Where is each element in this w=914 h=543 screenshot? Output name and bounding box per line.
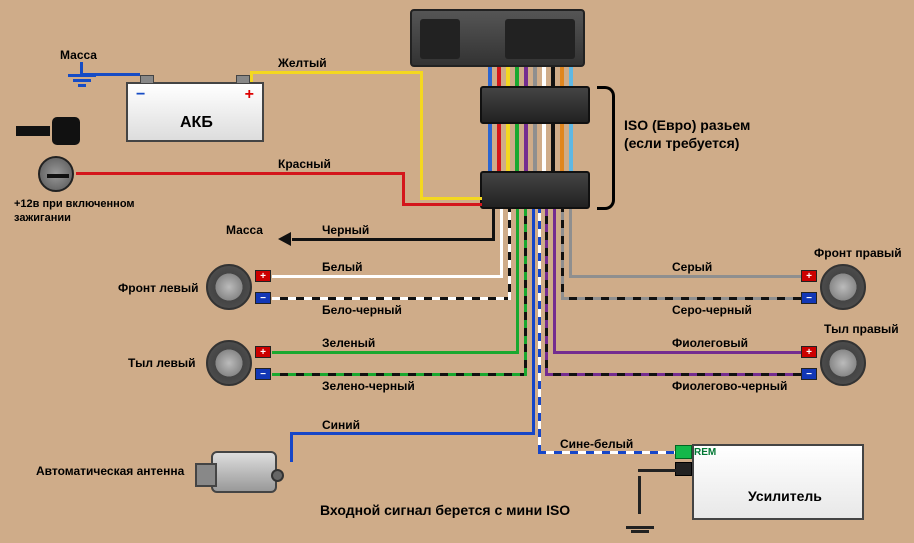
wire-ground-to-batt — [82, 73, 140, 76]
label-white: Белый — [322, 260, 363, 274]
amp-rem-terminal — [675, 445, 692, 459]
amp-gnd-wire-v — [638, 476, 641, 514]
wire-greenblack-v — [524, 209, 527, 376]
amp-label: Усилитель — [748, 488, 822, 504]
wire-bluewhite-v — [538, 209, 541, 453]
wire-grayblack-h — [561, 297, 801, 300]
amp-gnd-sym1 — [626, 526, 654, 529]
term-fl-neg: − — [255, 292, 271, 304]
label-whiteblack: Бело-черный — [322, 303, 402, 317]
label-greenblack: Зелено-черный — [322, 379, 415, 393]
amp-gnd-wire-h — [638, 469, 676, 472]
amplifier: Усилитель — [692, 444, 864, 520]
wire-violet-h — [553, 351, 801, 354]
iso-label-1: ISO (Евро) разьем — [624, 117, 750, 133]
ground-label-b: Масса — [226, 223, 263, 237]
wire-red-v — [402, 172, 405, 206]
wire-blue-v1 — [290, 432, 293, 462]
term-rr-pos: + — [801, 346, 817, 358]
label-yellow: Желтый — [278, 56, 327, 70]
speaker-front-right — [820, 264, 866, 310]
label-spk-fl: Фронт левый — [118, 281, 199, 295]
antenna-label: Автоматическая антенна — [36, 464, 184, 478]
speaker-front-left — [206, 264, 252, 310]
iso-connector-lower — [480, 171, 590, 209]
wire-whiteblack-h — [272, 297, 508, 300]
battery-label: АКБ — [180, 114, 213, 132]
wire-red-h2 — [402, 203, 482, 206]
speaker-rear-left — [206, 340, 252, 386]
term-rl-pos: + — [255, 346, 271, 358]
footer-text: Входной сигнал берется с мини ISO — [320, 502, 570, 518]
wire-yellow-v2 — [420, 71, 423, 200]
plus-icon: + — [245, 86, 254, 104]
wire-greenblack-h — [272, 373, 524, 376]
iso-label-2: (если требуется) — [624, 135, 739, 151]
label-green: Зеленый — [322, 336, 375, 350]
iso-connector-upper — [480, 86, 590, 124]
wire-violetblack-h — [545, 373, 801, 376]
wire-blue-h — [290, 432, 533, 435]
wire-bluewhite-h — [538, 451, 675, 454]
amp-gnd-terminal — [675, 462, 692, 476]
label-black: Черный — [322, 223, 369, 237]
battery: − + АКБ — [126, 82, 264, 142]
head-unit — [410, 9, 585, 67]
label-blue: Синий — [322, 418, 360, 432]
label-violet: Фиолеговый — [672, 336, 748, 350]
label-grayblack: Серо-черный — [672, 303, 752, 317]
label-red: Красный — [278, 157, 331, 171]
wire-gray-v — [569, 209, 572, 278]
minus-icon: − — [136, 86, 145, 104]
term-rr-neg: − — [801, 368, 817, 380]
ground-label: Масса — [60, 48, 97, 62]
wire-blue-v2 — [532, 209, 535, 435]
wire-white-v — [500, 209, 503, 278]
speaker-rear-right — [820, 340, 866, 386]
term-rl-neg: − — [255, 368, 271, 380]
wire-violet-v — [553, 209, 556, 354]
brace-icon — [597, 86, 615, 210]
ignition-switch-icon — [38, 156, 74, 192]
label-violetblack: Фиолегово-черный — [672, 379, 787, 393]
wire-violetblack-v — [545, 209, 548, 376]
auto-antenna-icon — [211, 451, 277, 493]
wire-white-h — [272, 275, 500, 278]
ign-note-2: зажигании — [14, 212, 71, 224]
amp-gnd-sym2 — [631, 530, 649, 533]
wire-black-h — [292, 238, 492, 241]
label-spk-rl: Тыл левый — [128, 356, 196, 370]
label-spk-fr: Фронт правый — [814, 246, 902, 260]
ground-arrow-icon — [278, 232, 291, 246]
label-spk-rr: Тыл правый — [824, 322, 899, 336]
term-fr-pos: + — [801, 270, 817, 282]
amp-rem-label: REM — [694, 447, 716, 458]
wire-green-h — [272, 351, 516, 354]
wire-green-v — [516, 209, 519, 354]
wire-black-v — [492, 209, 495, 241]
wire-yellow-h2 — [420, 197, 482, 200]
label-gray: Серый — [672, 260, 712, 274]
key-icon — [16, 117, 80, 145]
wire-grayblack-v — [561, 209, 564, 300]
ign-note-1: +12в при включенном — [14, 198, 135, 210]
wire-yellow-h1 — [250, 71, 420, 74]
wire-red-h — [76, 172, 402, 175]
term-fr-neg: − — [801, 292, 817, 304]
label-bluewhite: Сине-белый — [560, 437, 633, 451]
wire-gray-h — [569, 275, 801, 278]
wire-whiteblack-v — [508, 209, 511, 300]
term-fl-pos: + — [255, 270, 271, 282]
